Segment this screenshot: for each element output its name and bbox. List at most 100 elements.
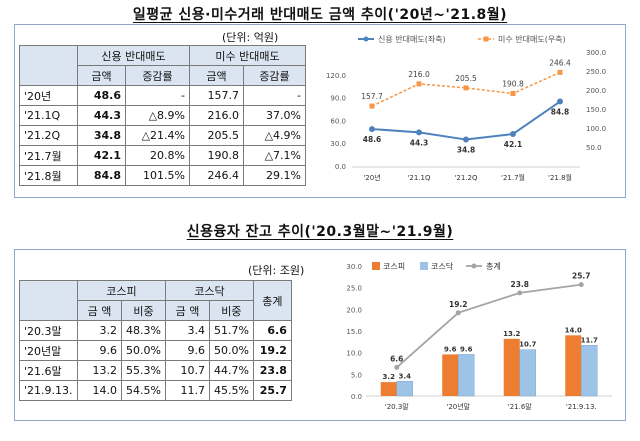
x-tick-label: '20년 — [363, 173, 380, 182]
data-label-kospi: 14.0 — [565, 326, 582, 334]
top-sub-header: 금액 — [77, 65, 126, 86]
cell-value: 3.2 — [77, 320, 122, 341]
legend-label: 신용 반대매도(좌축) — [378, 35, 446, 44]
table-row: '21.2Q 34.8 △21.4% 205.5 △4.9% — [19, 125, 306, 146]
top-table-corner — [19, 45, 78, 86]
bottom-group-header-kosdaq: 코스닥 — [164, 280, 254, 301]
y-tick-label: 10.0 — [346, 350, 362, 358]
cell-value: 25.7 — [252, 380, 292, 401]
table-row: '21.7월 42.1 20.8% 190.8 △7.1% — [19, 145, 306, 166]
legend-marker — [363, 36, 369, 42]
row-label: '21.9.13. — [19, 380, 78, 401]
top-sub-header: 금액 — [189, 65, 244, 86]
cell-value: - — [243, 85, 306, 106]
cell-value: △21.4% — [125, 125, 190, 146]
table-row: '21.1Q 44.3 △8.9% 216.0 37.0% — [19, 105, 306, 126]
data-point-unpaid — [463, 85, 469, 91]
data-point-unpaid — [557, 69, 563, 75]
cell-value: △8.9% — [125, 105, 190, 126]
legend-swatch — [372, 262, 380, 270]
cell-value: 157.7 — [189, 85, 244, 106]
data-point-credit — [369, 126, 375, 133]
cell-value: 34.8 — [77, 125, 126, 146]
cell-value: 10.7 — [164, 360, 210, 381]
y-right-tick-label: 300.0 — [586, 49, 606, 57]
data-label-kospi: 13.2 — [503, 330, 520, 338]
cell-value: △4.9% — [243, 125, 306, 146]
row-label: '21.7월 — [19, 145, 78, 166]
data-label-unpaid: 205.5 — [455, 74, 477, 83]
top-title: 일평균 신용·미수거래 반대매도 금액 추이('20년~'21.8월) — [132, 7, 508, 23]
data-label-credit: 48.6 — [363, 135, 382, 144]
data-label-unpaid: 246.4 — [549, 58, 571, 67]
y-tick-label: 15.0 — [346, 328, 362, 336]
data-label-kosdaq: 10.7 — [519, 341, 536, 349]
cell-value: 51.7% — [208, 320, 254, 341]
data-point-total — [578, 282, 584, 288]
cell-value: 50.0% — [121, 340, 166, 361]
data-point-credit — [510, 131, 516, 138]
x-tick-label: '21.9.13. — [566, 403, 597, 411]
data-point-credit — [463, 136, 469, 143]
y-right-tick-label: 200.0 — [586, 87, 606, 95]
bottom-table-corner — [19, 280, 78, 321]
series-line-total — [396, 283, 582, 369]
data-label-kosdaq: 11.7 — [581, 336, 598, 344]
top-sub-header: 증감률 — [125, 65, 190, 86]
cell-value: 3.4 — [164, 320, 210, 341]
y-tick-label: 20.0 — [346, 306, 362, 314]
data-label-unpaid: 157.7 — [361, 92, 383, 101]
cell-value: 9.6 — [77, 340, 122, 361]
cell-value: 6.6 — [252, 320, 292, 341]
x-tick-label: '21.1Q — [407, 174, 431, 182]
bar-kospi — [380, 382, 397, 396]
bottom-sub-header: 금 액 — [77, 300, 122, 321]
y-right-tick-label: 50.0 — [586, 144, 602, 152]
bar-kospi — [565, 335, 582, 396]
legend-label: 코스피 — [383, 262, 405, 271]
cell-value: 11.7 — [164, 380, 210, 401]
cell-value: 23.8 — [252, 360, 292, 381]
data-label-credit: 44.3 — [410, 138, 429, 147]
table-row: '21.8월 84.8 101.5% 246.4 29.1% — [19, 165, 306, 186]
bottom-unit-label: (단위: 조원) — [248, 264, 305, 277]
bottom-title: 신용융자 잔고 추이('20.3월말~'21.9월) — [186, 224, 454, 240]
data-point-unpaid — [416, 81, 422, 87]
bottom-group-header-total: 총계 — [252, 280, 292, 321]
top-table: 신용 반대매도 미수 반대매도 금액 증감률 금액 증감률 '20년 48.6 … — [19, 45, 306, 186]
data-label-credit: 34.8 — [457, 146, 476, 155]
cell-value: 44.3 — [77, 105, 126, 126]
data-label-total: 23.8 — [510, 280, 529, 289]
cell-value: 42.1 — [77, 145, 126, 166]
row-label: '21.2Q — [19, 125, 78, 146]
data-point-total — [517, 290, 523, 296]
y-tick-label: 5.0 — [351, 371, 362, 379]
series-line-credit — [371, 100, 561, 141]
data-label-total: 6.6 — [390, 354, 403, 363]
table-row: '20년말 9.6 50.0% 9.6 50.0% 19.2 — [19, 340, 292, 361]
data-label-total: 25.7 — [572, 272, 591, 281]
x-tick-label: '21.7월 — [501, 173, 525, 182]
row-label: '20년 — [19, 85, 78, 106]
bar-kosdaq — [458, 354, 475, 397]
legend-marker — [483, 36, 489, 42]
top-group-header-unpaid: 미수 반대매도 — [189, 45, 306, 66]
cell-value: 246.4 — [189, 165, 244, 186]
table-row: '20년 48.6 - 157.7 - — [19, 85, 306, 106]
y-tick-label: 25.0 — [346, 285, 362, 293]
bar-kosdaq — [519, 349, 536, 397]
y-left-tick-label: 30.0 — [330, 140, 346, 148]
y-right-tick-label: 100.0 — [586, 125, 606, 133]
bottom-table: 코스피 코스닥 총계 금 액 비중 금 액 비중 '20.3말 3.2 48.3… — [19, 280, 292, 401]
cell-value: 84.8 — [77, 165, 126, 186]
bar-kospi — [503, 338, 520, 396]
line-chart: 신용 반대매도(좌축) 미수 반대매도(우축) 0.0 30.0 60.0 90.0 120… — [326, 35, 606, 182]
x-tick-label: '21.8월 — [548, 173, 572, 182]
cell-value: 19.2 — [252, 340, 292, 361]
bar-kosdaq — [396, 381, 413, 397]
data-point-credit — [557, 98, 563, 105]
cell-value: 101.5% — [125, 165, 190, 186]
bottom-group-header-kospi: 코스피 — [77, 280, 166, 301]
bottom-sub-header: 비중 — [208, 300, 254, 321]
table-row: '21.9.13. 14.0 54.5% 11.7 45.5% 25.7 — [19, 380, 292, 401]
